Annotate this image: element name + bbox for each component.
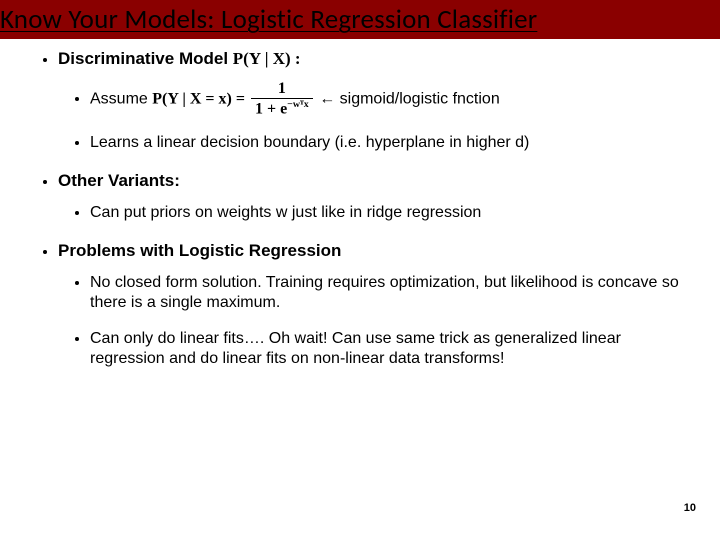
slide: Know Your Models: Logistic Regression Cl… (0, 0, 720, 540)
bullet-assume: Assume P(Y | X = x) = 11 + e−wᵀx ← sigmo… (90, 81, 690, 117)
fraction: 11 + e−wᵀx (251, 81, 313, 117)
heading-discriminative: Discriminative Model P(Y | X) : (58, 49, 301, 68)
bullet-linear-fits: Can only do linear fits…. Oh wait! Can u… (90, 329, 690, 369)
section-problems: Problems with Logistic Regression No clo… (58, 241, 690, 369)
fraction-den-base: 1 + e (255, 100, 287, 117)
bullet-no-closed-form: No closed form solution. Training requir… (90, 273, 690, 313)
section-discriminative: Discriminative Model P(Y | X) : Assume P… (58, 49, 690, 153)
heading-discriminative-text: Discriminative Model (58, 49, 233, 68)
fraction-den-exponent: −wᵀx (287, 99, 309, 110)
bullet-linear-boundary: Learns a linear decision boundary (i.e. … (90, 133, 690, 153)
heading-discriminative-formula: P(Y | X) : (233, 49, 301, 68)
bullet-priors: Can put priors on weights w just like in… (90, 203, 690, 223)
fraction-numerator: 1 (251, 81, 313, 98)
page-number: 10 (684, 502, 696, 514)
heading-problems: Problems with Logistic Regression (58, 241, 341, 260)
section-variants: Other Variants: Can put priors on weight… (58, 171, 690, 223)
bullet-assume-arrow: ← sigmoid/logistic fnction (315, 90, 500, 107)
heading-variants: Other Variants: (58, 171, 180, 190)
title-bar: Know Your Models: Logistic Regression Cl… (0, 0, 720, 39)
slide-content: Discriminative Model P(Y | X) : Assume P… (0, 39, 720, 369)
bullet-assume-lhs: P(Y | X = x) = (152, 90, 249, 107)
slide-title: Know Your Models: Logistic Regression Cl… (0, 3, 537, 36)
bullet-assume-pre: Assume (90, 90, 152, 107)
fraction-denominator: 1 + e−wᵀx (251, 98, 313, 117)
